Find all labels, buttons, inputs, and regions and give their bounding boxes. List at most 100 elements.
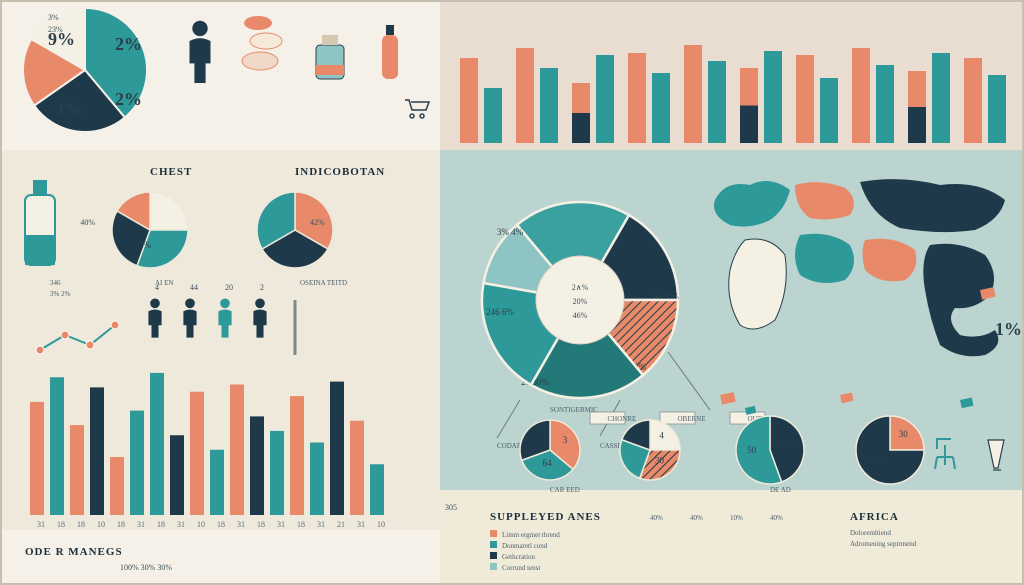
svg-text:18: 18 bbox=[297, 520, 305, 529]
svg-text:Limm ergmet thrend: Limm ergmet thrend bbox=[502, 531, 560, 539]
svg-text:30: 30 bbox=[655, 456, 665, 466]
svg-text:2: 2 bbox=[260, 283, 264, 292]
bar-bl bbox=[250, 416, 264, 515]
svg-text:18: 18 bbox=[77, 520, 85, 529]
svg-text:10: 10 bbox=[197, 520, 205, 529]
bar-tr bbox=[596, 55, 614, 143]
svg-text:Donmaretl cond: Donmaretl cond bbox=[502, 542, 548, 550]
svg-text:2%: 2% bbox=[871, 455, 884, 465]
svg-text:Adromening septrmend: Adromening septrmend bbox=[850, 540, 917, 548]
svg-text:40%: 40% bbox=[770, 514, 783, 522]
svg-text:INDICOBOTAN: INDICOBOTAN bbox=[295, 166, 385, 178]
svg-text:OBERNE: OBERNE bbox=[678, 415, 706, 423]
svg-text:31: 31 bbox=[137, 520, 145, 529]
bar-bl bbox=[270, 431, 284, 515]
svg-text:Gethcration: Gethcration bbox=[502, 553, 536, 561]
svg-text:31: 31 bbox=[237, 520, 245, 529]
bar-bl bbox=[50, 377, 64, 515]
svg-text:OSEINA TEITD: OSEINA TEITD bbox=[300, 279, 347, 287]
bar-bl bbox=[110, 457, 124, 515]
bar-tr bbox=[852, 48, 870, 143]
svg-text:2%: 2% bbox=[115, 89, 142, 109]
svg-text:21: 21 bbox=[337, 520, 345, 529]
svg-text:23%: 23% bbox=[48, 25, 63, 34]
bar-tr bbox=[540, 68, 558, 143]
svg-text:100% 30% 30%: 100% 30% 30% bbox=[120, 563, 172, 572]
svg-text:31: 31 bbox=[357, 520, 365, 529]
bar-bl bbox=[210, 450, 224, 515]
bar-tr bbox=[764, 51, 782, 143]
bar-tr bbox=[484, 88, 502, 143]
svg-text:10: 10 bbox=[377, 520, 385, 529]
svg-text:3%: 3% bbox=[55, 99, 82, 119]
bar-bl bbox=[30, 402, 44, 515]
svg-text:10%: 10% bbox=[730, 514, 743, 522]
svg-text:20%: 20% bbox=[573, 297, 588, 306]
svg-text:31: 31 bbox=[317, 520, 325, 529]
svg-text:31: 31 bbox=[277, 520, 285, 529]
bar-tr bbox=[684, 45, 702, 143]
bar-bl bbox=[230, 385, 244, 516]
svg-text:2%: 2% bbox=[115, 34, 142, 54]
svg-text:SONTIGERMIC: SONTIGERMIC bbox=[550, 406, 598, 414]
svg-text:18: 18 bbox=[217, 520, 225, 529]
svg-text:20: 20 bbox=[225, 283, 233, 292]
bar-tr bbox=[652, 73, 670, 143]
svg-text:SUPPLEYED ANES: SUPPLEYED ANES bbox=[490, 511, 601, 523]
svg-text:2%: 2% bbox=[139, 240, 152, 250]
bar-tr bbox=[820, 78, 838, 143]
bar-bl bbox=[310, 443, 324, 516]
svg-text:3%: 3% bbox=[48, 13, 59, 22]
svg-text:3%: 3% bbox=[782, 439, 795, 449]
bar-bl bbox=[290, 396, 304, 515]
bar-bl bbox=[90, 387, 104, 515]
svg-text:Corrund tenst: Corrund tenst bbox=[502, 564, 540, 572]
svg-text:30: 30 bbox=[899, 429, 909, 439]
bar-bl bbox=[190, 392, 204, 515]
svg-text:3% 2%: 3% 2% bbox=[50, 290, 71, 298]
svg-text:DE AD: DE AD bbox=[770, 486, 791, 494]
bar-bl bbox=[70, 425, 84, 515]
world-map bbox=[714, 179, 1005, 356]
small-pie-slice bbox=[650, 420, 680, 450]
svg-text:50: 50 bbox=[747, 445, 757, 455]
svg-text:18: 18 bbox=[117, 520, 125, 529]
svg-text:4: 4 bbox=[659, 430, 664, 440]
bar-bl bbox=[150, 373, 164, 515]
svg-text:18: 18 bbox=[157, 520, 165, 529]
bar-tr bbox=[876, 65, 894, 143]
svg-text:Doloremltiend: Doloremltiend bbox=[850, 529, 891, 537]
svg-text:64: 64 bbox=[543, 458, 553, 468]
svg-text:CHONRE: CHONRE bbox=[608, 415, 637, 423]
bar-bl bbox=[370, 464, 384, 515]
svg-text:AFRICA: AFRICA bbox=[850, 511, 899, 523]
mini-pie-slice bbox=[150, 192, 188, 230]
infographic-canvas: 2%2%3%9%3%23%CHESTINDICOBOTAN40%AI ENOSE… bbox=[0, 0, 1024, 585]
svg-text:CHEST: CHEST bbox=[150, 166, 192, 178]
svg-text:2∧%: 2∧% bbox=[572, 283, 589, 292]
svg-text:18: 18 bbox=[257, 520, 265, 529]
svg-text:ODE R MANEGS: ODE R MANEGS bbox=[25, 546, 123, 558]
svg-text:42%: 42% bbox=[310, 218, 325, 227]
bar-tr bbox=[988, 75, 1006, 143]
svg-text:46%: 46% bbox=[573, 311, 588, 320]
svg-text:4: 4 bbox=[155, 283, 159, 292]
svg-text:40%: 40% bbox=[690, 514, 703, 522]
svg-text:246 6%: 246 6% bbox=[486, 307, 514, 317]
svg-text:10: 10 bbox=[97, 520, 105, 529]
bar-tr bbox=[796, 55, 814, 143]
bar-tr bbox=[516, 48, 534, 143]
bar-bl bbox=[330, 382, 344, 515]
bar-bl bbox=[350, 421, 364, 515]
svg-text:CAR EED: CAR EED bbox=[550, 486, 580, 494]
bar-tr bbox=[964, 58, 982, 143]
svg-text:18: 18 bbox=[57, 520, 65, 529]
bar-tr bbox=[460, 58, 478, 143]
svg-text:346: 346 bbox=[50, 279, 61, 287]
bar-bl bbox=[130, 411, 144, 515]
svg-text:3% 4%: 3% 4% bbox=[497, 227, 524, 237]
svg-text:305: 305 bbox=[445, 503, 457, 512]
svg-text:3: 3 bbox=[563, 435, 568, 445]
bar-bl bbox=[170, 435, 184, 515]
svg-text:1%: 1% bbox=[995, 319, 1022, 339]
